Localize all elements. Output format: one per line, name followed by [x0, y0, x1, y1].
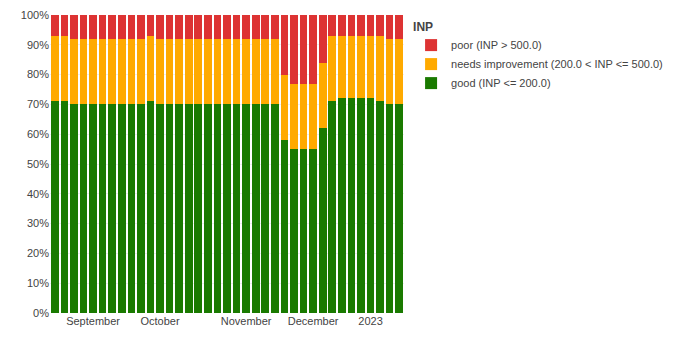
svg-text:November: November — [221, 315, 272, 327]
svg-text:80%: 80% — [27, 68, 49, 80]
svg-text:10%: 10% — [27, 277, 49, 289]
svg-text:0%: 0% — [33, 307, 49, 319]
svg-text:October: October — [140, 315, 179, 327]
svg-text:good (INP <= 200.0): good (INP <= 200.0) — [451, 77, 550, 89]
svg-text:20%: 20% — [27, 247, 49, 259]
svg-text:60%: 60% — [27, 128, 49, 140]
svg-text:2023: 2023 — [358, 315, 382, 327]
svg-text:December: December — [288, 315, 339, 327]
svg-text:40%: 40% — [27, 188, 49, 200]
svg-text:September: September — [66, 315, 120, 327]
svg-text:INP: INP — [413, 20, 433, 34]
svg-text:90%: 90% — [27, 39, 49, 51]
svg-text:poor (INP > 500.0): poor (INP > 500.0) — [451, 39, 542, 51]
svg-text:70%: 70% — [27, 98, 49, 110]
svg-text:100%: 100% — [21, 9, 49, 21]
svg-text:30%: 30% — [27, 217, 49, 229]
svg-text:needs improvement (200.0 < INP: needs improvement (200.0 < INP <= 500.0) — [451, 58, 663, 70]
svg-text:50%: 50% — [27, 158, 49, 170]
